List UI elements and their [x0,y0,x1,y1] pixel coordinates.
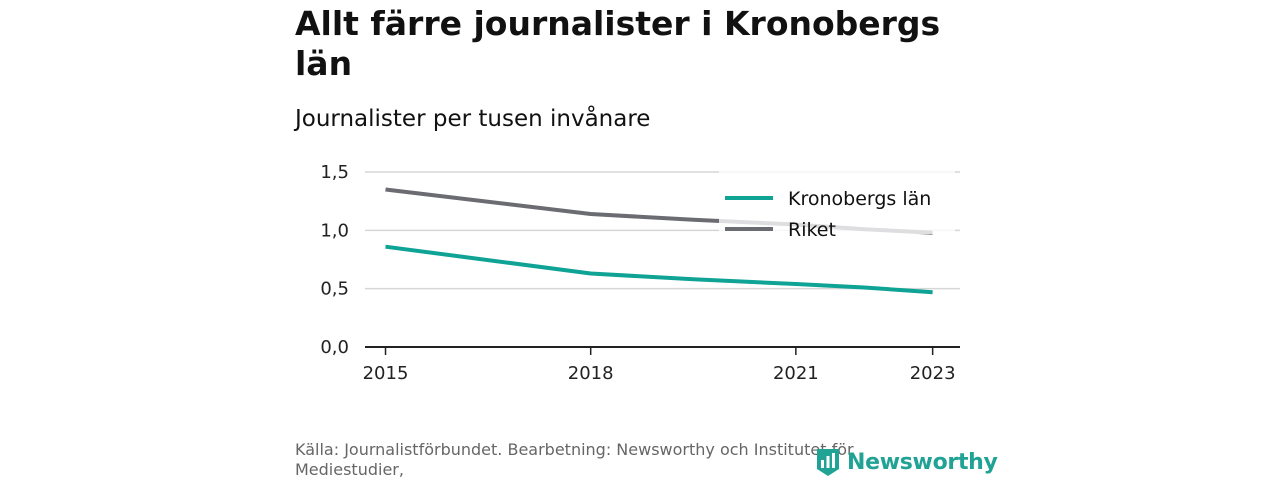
y-tick-label: 1,5 [320,162,349,183]
legend: Kronobergs län Riket [719,170,955,241]
y-axis-ticks: 0,0 0,5 1,0 1,5 [320,162,349,358]
x-tick-label: 2021 [773,363,819,384]
legend-label: Riket [788,219,836,241]
x-tick-label: 2015 [363,363,409,384]
y-tick-label: 0,0 [320,337,349,358]
y-tick-label: 0,5 [320,279,349,300]
series-line-kronoberg [386,247,933,293]
brand-name: Newsworthy [847,450,998,475]
x-axis: 2015 2018 2021 2023 [363,347,960,384]
x-tick-label: 2023 [910,363,956,384]
y-tick-label: 1,0 [320,220,349,241]
legend-label: Kronobergs län [788,188,931,210]
newsworthy-logo-icon [815,447,841,477]
x-tick-label: 2018 [568,363,614,384]
newsworthy-logo: Newsworthy [815,446,998,478]
chart-card: Allt färre journalister i Kronobergs län… [295,0,975,480]
line-chart: 0,0 0,5 1,0 1,5 2015 2018 2021 2023 Kronobergs… [295,0,975,400]
